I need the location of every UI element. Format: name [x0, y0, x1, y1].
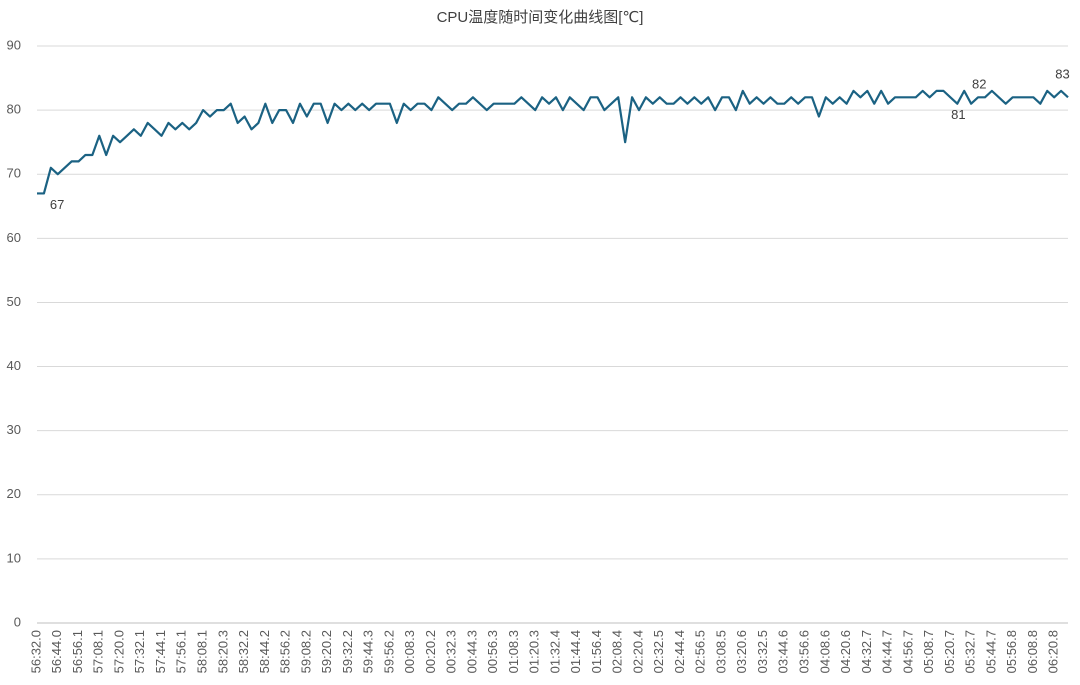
- chart-title: CPU温度随时间变化曲线图[℃]: [437, 9, 644, 26]
- y-tick-label: 80: [7, 102, 21, 117]
- y-tick-label: 60: [7, 230, 21, 245]
- x-tick-label: 58:44.2: [257, 630, 272, 673]
- x-tick-label: 05:32.7: [963, 630, 978, 673]
- x-tick-label: 06:08.8: [1025, 630, 1040, 673]
- x-tick-label: 04:44.7: [880, 630, 895, 673]
- data-label: 67: [50, 197, 64, 212]
- x-tick-label: 05:20.7: [942, 630, 957, 673]
- x-tick-label: 57:08.1: [91, 630, 106, 673]
- x-tick-label: 00:32.3: [444, 630, 459, 673]
- x-tick-label: 01:44.4: [568, 630, 583, 673]
- x-tick-label: 05:44.7: [983, 630, 998, 673]
- x-tick-label: 02:20.4: [630, 630, 645, 673]
- x-tick-label: 57:56.1: [174, 630, 189, 673]
- x-tick-label: 59:32.2: [340, 630, 355, 673]
- x-tick-label: 58:08.1: [195, 630, 210, 673]
- data-label: 83: [1055, 66, 1069, 81]
- x-tick-label: 57:32.1: [132, 630, 147, 673]
- y-tick-label: 20: [7, 486, 21, 501]
- x-tick-label: 02:32.5: [651, 630, 666, 673]
- x-tick-label: 04:56.7: [900, 630, 915, 673]
- x-tick-label: 58:20.3: [215, 630, 230, 673]
- y-tick-label: 90: [7, 37, 21, 52]
- x-tick-label: 57:20.0: [111, 630, 126, 673]
- y-tick-label: 0: [14, 614, 21, 629]
- x-tick-label: 04:08.6: [817, 630, 832, 673]
- data-label: 82: [972, 77, 986, 92]
- x-tick-label: 00:56.3: [485, 630, 500, 673]
- x-tick-label: 56:56.1: [70, 630, 85, 673]
- x-tick-label: 57:44.1: [153, 630, 168, 673]
- x-tick-label: 03:56.6: [796, 630, 811, 673]
- x-tick-label: 56:32.0: [28, 630, 43, 673]
- data-label: 81: [951, 107, 965, 122]
- x-tick-label: 03:44.6: [776, 630, 791, 673]
- x-tick-label: 00:44.3: [464, 630, 479, 673]
- x-tick-label: 03:08.5: [713, 630, 728, 673]
- x-tick-label: 59:44.3: [361, 630, 376, 673]
- y-tick-label: 10: [7, 550, 21, 565]
- x-tick-label: 00:20.2: [423, 630, 438, 673]
- x-tick-label: 01:32.4: [547, 630, 562, 673]
- x-tick-label: 59:08.2: [298, 630, 313, 673]
- x-tick-label: 01:56.4: [589, 630, 604, 673]
- x-tick-label: 06:20.8: [1046, 630, 1061, 673]
- x-tick-label: 00:08.3: [402, 630, 417, 673]
- x-tick-label: 04:20.6: [838, 630, 853, 673]
- x-tick-label: 58:56.2: [278, 630, 293, 673]
- x-tick-label: 02:44.4: [672, 630, 687, 673]
- y-tick-label: 40: [7, 358, 21, 373]
- x-tick-label: 59:56.2: [381, 630, 396, 673]
- x-tick-label: 01:20.3: [527, 630, 542, 673]
- x-tick-label: 02:56.5: [693, 630, 708, 673]
- x-tick-label: 03:20.6: [734, 630, 749, 673]
- x-tick-label: 05:56.8: [1004, 630, 1019, 673]
- y-tick-label: 70: [7, 166, 21, 181]
- y-tick-label: 50: [7, 294, 21, 309]
- x-tick-label: 59:20.2: [319, 630, 334, 673]
- x-tick-label: 56:44.0: [49, 630, 64, 673]
- x-tick-label: 04:32.7: [859, 630, 874, 673]
- y-tick-label: 30: [7, 422, 21, 437]
- x-tick-label: 05:08.7: [921, 630, 936, 673]
- line-series: [37, 89, 1069, 195]
- x-tick-label: 58:32.2: [236, 630, 251, 673]
- x-tick-label: 01:08.3: [506, 630, 521, 673]
- x-tick-label: 03:32.5: [755, 630, 770, 673]
- x-tick-label: 02:08.4: [610, 630, 625, 673]
